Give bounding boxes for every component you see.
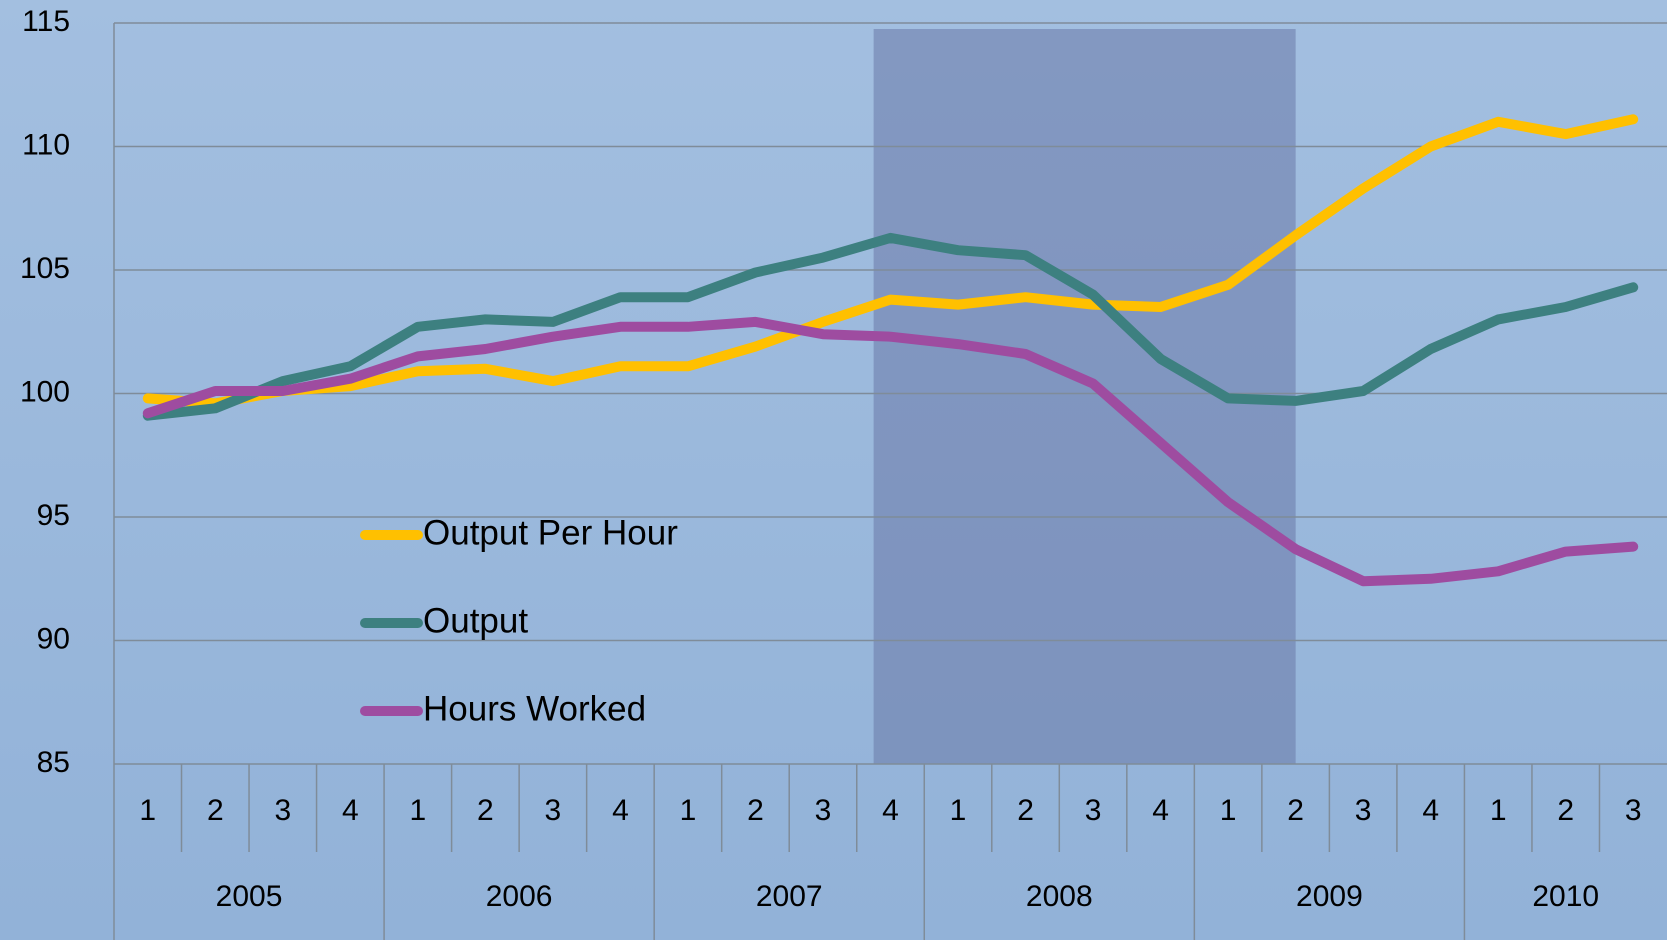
- y-tick-label: 90: [37, 622, 70, 655]
- x-tick-label: 2: [477, 794, 494, 827]
- x-group-label: 2007: [756, 880, 823, 913]
- legend-label: Hours Worked: [423, 689, 646, 728]
- x-tick-label: 2: [747, 794, 764, 827]
- x-tick-label: 2: [1557, 794, 1574, 827]
- x-tick-label: 3: [1085, 794, 1102, 827]
- x-tick-label: 1: [950, 794, 967, 827]
- x-tick-label: 2: [1017, 794, 1034, 827]
- x-group-label: 2005: [216, 880, 283, 913]
- y-tick-label: 100: [20, 375, 70, 408]
- series-line: [142, 114, 1639, 409]
- x-group-label: 2006: [486, 880, 553, 913]
- x-tick-label: 2: [1287, 794, 1304, 827]
- y-tick-label: 85: [37, 746, 70, 779]
- x-tick-label: 4: [1152, 794, 1169, 827]
- x-group-label: 2009: [1296, 880, 1363, 913]
- x-tick-label: 1: [680, 794, 697, 827]
- x-tick-label: 4: [342, 794, 359, 827]
- x-tick-label: 2: [207, 794, 224, 827]
- x-tick-label: 1: [1490, 794, 1507, 827]
- series-line: [142, 232, 1639, 421]
- x-tick-label: 4: [1422, 794, 1439, 827]
- x-tick-label: 3: [815, 794, 832, 827]
- x-tick-label: 1: [1220, 794, 1237, 827]
- series-line: [142, 316, 1639, 587]
- x-tick-label: 1: [139, 794, 156, 827]
- y-tick-label: 115: [22, 5, 70, 38]
- x-tick-label: 3: [274, 794, 291, 827]
- x-group-label: 2008: [1026, 880, 1093, 913]
- x-tick-label: 3: [1625, 794, 1642, 827]
- x-tick-label: 3: [545, 794, 562, 827]
- legend-label: Output Per Hour: [423, 513, 678, 552]
- y-tick-label: 105: [20, 252, 70, 285]
- x-tick-label: 1: [410, 794, 427, 827]
- y-tick-label: 110: [22, 128, 70, 161]
- x-tick-label: 3: [1355, 794, 1372, 827]
- y-tick-label: 95: [37, 499, 70, 532]
- x-tick-label: 4: [612, 794, 629, 827]
- x-tick-label: 4: [882, 794, 899, 827]
- legend-label: Output: [423, 601, 528, 640]
- x-group-label: 2010: [1532, 880, 1599, 913]
